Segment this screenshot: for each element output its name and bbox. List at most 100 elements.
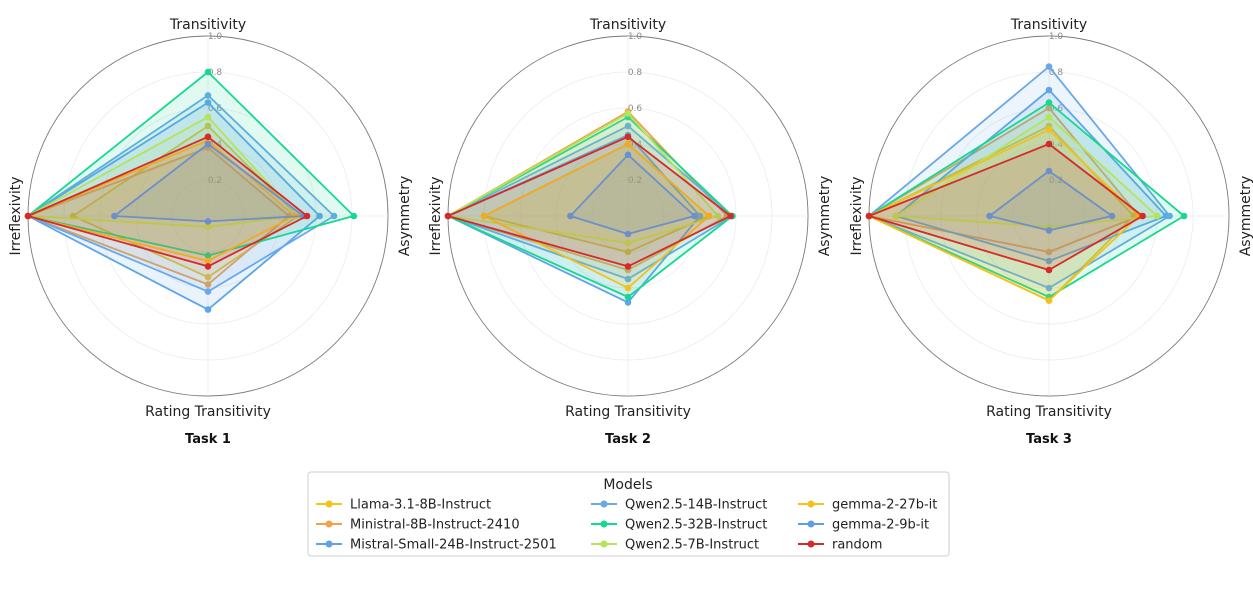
axis-label-transitivity: Transitivity: [169, 17, 246, 33]
radial-tick-label: 0.2: [1049, 176, 1063, 186]
radial-tick-label: 0.4: [208, 140, 223, 150]
legend-item-mistral-small-24b-instruct-2501: Mistral-Small-24B-Instruct-2501: [316, 538, 557, 553]
legend-items: Llama-3.1-8B-Instruct Ministral-8B-Instru…: [316, 498, 937, 553]
legend-title: Models: [603, 477, 652, 493]
radial-tick-label: 0.4: [1049, 140, 1064, 150]
point-gemma-2-9b-it-rating-transitivity: [1045, 227, 1053, 234]
point-random-irreflexivity: [865, 212, 873, 220]
point-gemma-2-27b-it-rating-transitivity: [1045, 297, 1053, 304]
radial-tick-label: 0.2: [208, 176, 222, 186]
point-gemma-2-9b-it-rating-transitivity: [624, 230, 632, 238]
point-llama-3-1-8b-instruct-irreflexivity: [69, 212, 77, 220]
point-qwen2-5-32b-instruct-transitivity: [204, 68, 212, 76]
point-gemma-2-9b-it-asymmetry: [691, 212, 698, 220]
axis-label-irreflexivity: Irreflexivity: [8, 176, 24, 255]
point-mistral-small-24b-instruct-2501-asymmetry: [696, 212, 704, 220]
point-qwen2-5-32b-instruct-asymmetry: [350, 212, 358, 220]
point-gemma-2-27b-it-transitivity: [1045, 126, 1053, 133]
point-qwen2-5-7b-instruct-transitivity: [204, 113, 212, 121]
legend-item-llama-3-1-8b-instruct: Llama-3.1-8B-Instruct: [316, 498, 491, 513]
point-qwen2-5-14b-instruct-rating-transitivity: [624, 275, 632, 283]
legend-label: Mistral-Small-24B-Instruct-2501: [350, 538, 557, 553]
radial-tick-label: 0.8: [1049, 68, 1064, 78]
point-mistral-small-24b-instruct-2501-transitivity: [1045, 86, 1053, 94]
radar-panel-1: 0.20.40.60.81.0TransitivityAsymmetryRati…: [8, 17, 413, 447]
axis-label-asymmetry: Asymmetry: [817, 176, 833, 257]
point-mistral-small-24b-instruct-2501-rating-transitivity: [624, 299, 632, 306]
radar-panel-3: 0.20.40.60.81.0TransitivityAsymmetryRati…: [849, 17, 1253, 447]
axis-label-irreflexivity: Irreflexivity: [428, 176, 444, 255]
point-random-transitivity: [204, 133, 212, 141]
radial-tick-label: 0.8: [208, 68, 223, 78]
point-qwen2-5-32b-instruct-transitivity: [1045, 99, 1053, 106]
legend-label: gemma-2-9b-it: [832, 518, 929, 533]
task-title: Task 3: [1026, 432, 1072, 447]
radial-tick-label: 1.0: [628, 32, 643, 42]
point-qwen2-5-7b-instruct-rating-transitivity: [624, 239, 632, 247]
point-ministral-8b-instruct-2410-transitivity: [1045, 104, 1053, 112]
radial-tick-label: 1.0: [208, 32, 223, 42]
point-gemma-2-9b-it-irreflexivity: [567, 212, 574, 220]
point-random-asymmetry: [727, 212, 734, 220]
radial-tick-label: 0.2: [628, 176, 642, 186]
point-gemma-2-9b-it-rating-transitivity: [204, 218, 212, 225]
legend-swatch-marker: [807, 540, 815, 548]
radar-panels: 0.20.40.60.81.0TransitivityAsymmetryRati…: [8, 17, 1253, 447]
legend-item-gemma-2-9b-it: gemma-2-9b-it: [798, 518, 929, 533]
point-random-irreflexivity: [444, 212, 452, 220]
point-gemma-2-9b-it-irreflexivity: [986, 212, 993, 220]
radial-tick-label: 0.6: [628, 104, 643, 114]
legend-item-qwen2-5-14b-instruct: Qwen2.5-14B-Instruct: [591, 498, 767, 513]
point-gemma-2-9b-it-transitivity: [204, 140, 212, 148]
point-ministral-8b-instruct-2410-rating-transitivity: [1045, 248, 1053, 256]
point-random-irreflexivity: [24, 212, 32, 220]
axis-label-transitivity: Transitivity: [589, 17, 666, 33]
point-random-rating-transitivity: [204, 263, 212, 270]
legend-label: Qwen2.5-7B-Instruct: [625, 538, 759, 553]
legend-swatch-marker: [600, 540, 608, 548]
legend-swatch-marker: [325, 540, 333, 548]
point-qwen2-5-7b-instruct-irreflexivity: [892, 212, 900, 220]
legend-swatch-marker: [807, 500, 815, 508]
legend-label: random: [832, 538, 882, 553]
legend-label: gemma-2-27b-it: [832, 498, 937, 513]
legend-item-gemma-2-27b-it: gemma-2-27b-it: [798, 498, 937, 513]
point-ministral-8b-instruct-2410-rating-transitivity: [204, 281, 212, 288]
axis-label-asymmetry: Asymmetry: [397, 176, 413, 257]
point-gemma-2-27b-it-irreflexivity: [480, 212, 488, 220]
point-random-asymmetry: [1139, 212, 1146, 220]
axis-label-rating-transitivity: Rating Transitivity: [986, 404, 1112, 420]
point-mistral-small-24b-instruct-2501-asymmetry: [316, 212, 323, 220]
point-mistral-small-24b-instruct-2501-rating-transitivity: [1045, 257, 1053, 265]
point-random-rating-transitivity: [1045, 266, 1053, 274]
point-qwen2-5-7b-instruct-transitivity: [624, 110, 632, 117]
legend-label: Qwen2.5-32B-Instruct: [625, 518, 767, 533]
legend-frame: [307, 471, 950, 557]
radial-tick-label: 0.8: [628, 68, 643, 78]
axis-label-rating-transitivity: Rating Transitivity: [145, 404, 271, 420]
point-llama-3-1-8b-instruct-transitivity: [204, 122, 212, 130]
axis-label-transitivity: Transitivity: [1010, 17, 1087, 33]
point-llama-3-1-8b-instruct-rating-transitivity: [204, 273, 212, 281]
point-qwen2-5-32b-instruct-asymmetry: [1180, 212, 1188, 220]
point-qwen2-5-14b-instruct-rating-transitivity: [1045, 284, 1053, 292]
point-gemma-2-27b-it-asymmetry: [705, 212, 713, 220]
point-mistral-small-24b-instruct-2501-rating-transitivity: [204, 306, 212, 313]
point-gemma-2-27b-it-rating-transitivity: [204, 257, 212, 265]
point-qwen2-5-14b-instruct-asymmetry: [330, 212, 338, 220]
legend-label: Ministral-8B-Instruct-2410: [350, 518, 520, 533]
legend-swatch-marker: [600, 500, 608, 508]
point-random-rating-transitivity: [624, 263, 632, 270]
legend-item-qwen2-5-32b-instruct: Qwen2.5-32B-Instruct: [591, 518, 767, 533]
legend-item-ministral-8b-instruct-2410: Ministral-8B-Instruct-2410: [316, 518, 520, 533]
task-title: Task 1: [185, 432, 231, 447]
legend-item-random: random: [798, 538, 882, 553]
point-gemma-2-9b-it-asymmetry: [1108, 212, 1116, 220]
point-qwen2-5-14b-instruct-transitivity: [1045, 63, 1053, 70]
point-qwen2-5-7b-instruct-rating-transitivity: [204, 223, 212, 231]
axis-label-asymmetry: Asymmetry: [1238, 176, 1253, 257]
axis-label-irreflexivity: Irreflexivity: [849, 176, 865, 255]
axis-label-rating-transitivity: Rating Transitivity: [565, 404, 691, 420]
